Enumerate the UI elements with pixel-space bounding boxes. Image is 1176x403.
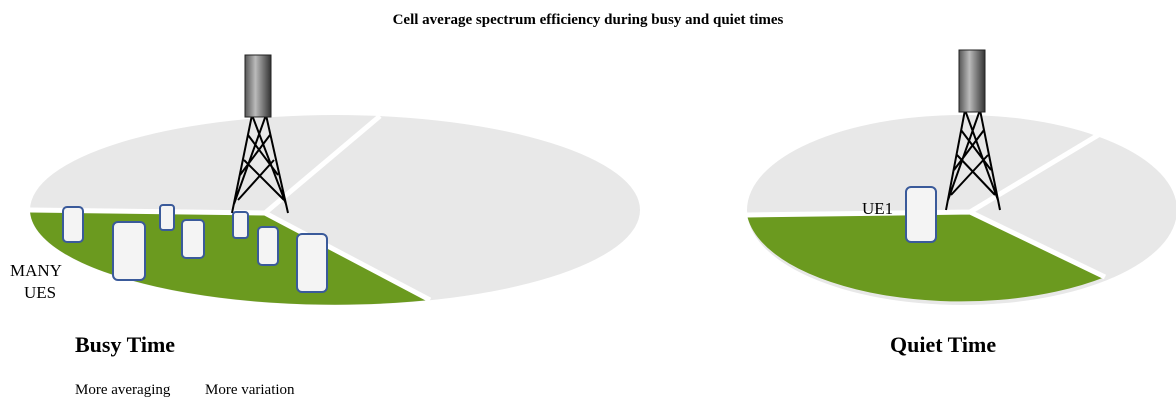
phone <box>906 187 936 242</box>
caption: Quiet Time <box>890 332 996 357</box>
label: UES <box>24 283 56 302</box>
tower-top <box>959 50 985 112</box>
diagram: Cell average spectrum efficiency during … <box>0 0 1176 403</box>
caption: Busy Time <box>75 332 175 357</box>
busy-cell: MANY UES Busy Time More averaging More v… <box>10 55 640 398</box>
label: MANY <box>10 261 62 280</box>
note: More averaging <box>75 382 171 398</box>
title: Cell average spectrum efficiency during … <box>393 12 784 28</box>
tower-top <box>245 55 271 117</box>
quiet-cell: UE1 Quiet Time <box>747 50 1176 357</box>
label: UE1 <box>862 199 893 218</box>
note: More variation <box>205 382 295 398</box>
